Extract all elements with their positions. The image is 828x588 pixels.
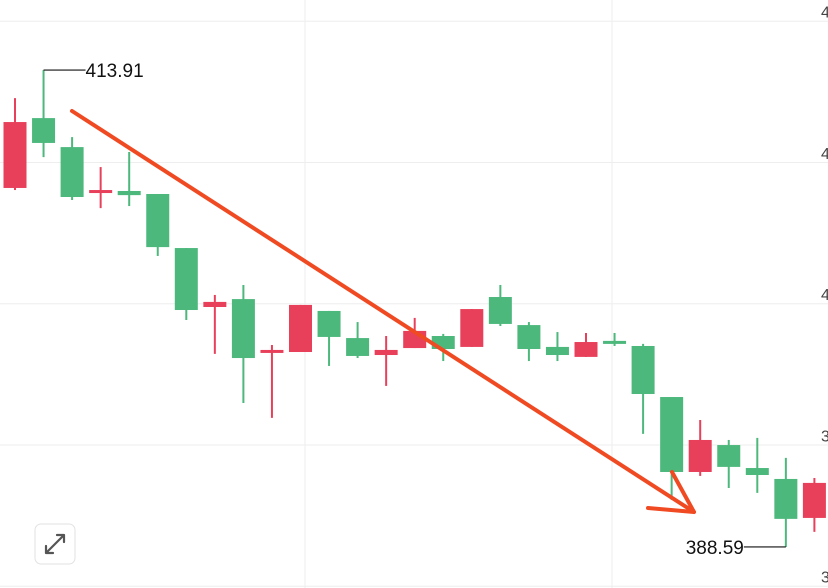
candle-body (517, 325, 541, 349)
y-axis: 4 4 4 3 3 (0, 5, 828, 587)
candle-body (32, 118, 56, 143)
candle-body (488, 297, 512, 324)
candle-body (289, 304, 312, 353)
y-tick-label: 4 (821, 287, 828, 304)
candle-body (231, 299, 255, 359)
candle-body (802, 482, 826, 518)
candle-body (203, 301, 227, 307)
y-tick-label: 3 (821, 570, 828, 587)
candle-body (631, 345, 655, 395)
candles (3, 70, 826, 547)
expand-button[interactable] (34, 523, 76, 565)
candle-body (174, 248, 198, 311)
candle-body (146, 193, 170, 248)
candle-body (3, 122, 27, 188)
y-tick-label: 4 (821, 5, 828, 22)
candle-body (660, 397, 684, 472)
candle-body (688, 439, 712, 472)
candle-body (774, 478, 798, 519)
candle-body (745, 468, 769, 475)
candle-body (89, 190, 113, 194)
extreme-labels: 413.91 388.59 (43, 61, 786, 559)
candle-body (574, 342, 598, 357)
arrow-line (70, 109, 696, 514)
candle-body (460, 309, 484, 347)
candle-body (346, 338, 370, 356)
candle-body (260, 349, 284, 353)
candle-body (60, 147, 84, 198)
min-label: 388.59 (686, 538, 744, 559)
expand-icon[interactable] (44, 533, 66, 555)
candle-body (603, 340, 627, 344)
arrow-head (646, 470, 696, 514)
candle-body (545, 346, 569, 356)
max-label: 413.91 (86, 61, 144, 82)
candle-body (317, 310, 341, 337)
y-tick-label: 4 (821, 146, 828, 163)
trend-arrow (70, 109, 696, 514)
y-tick-label: 3 (821, 428, 828, 445)
candle-body (374, 349, 398, 356)
candle-body (117, 190, 141, 196)
candle-body (717, 445, 741, 467)
